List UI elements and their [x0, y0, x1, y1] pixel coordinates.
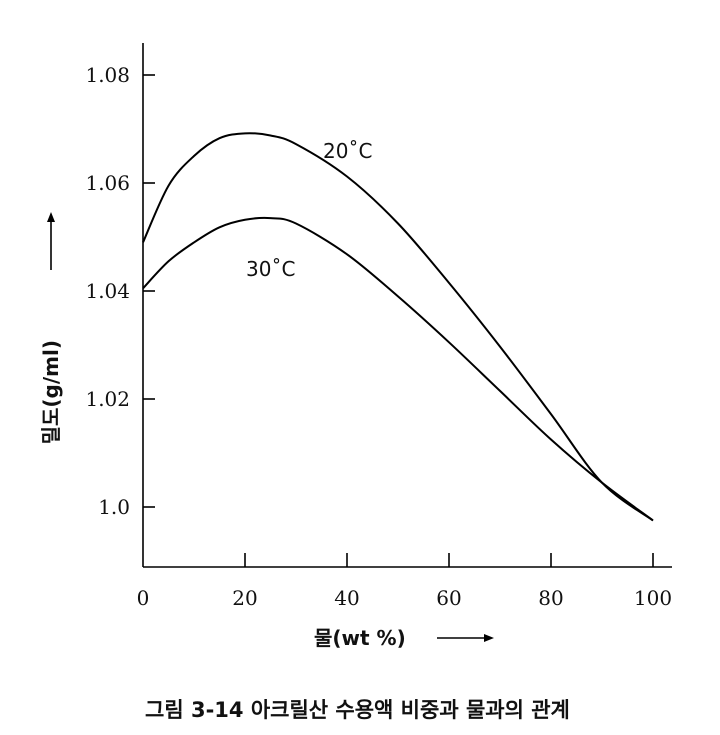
y-tick-label: 1.06 [85, 171, 130, 195]
y-axis-title-arrow-head [47, 212, 55, 222]
x-tick-label: 20 [232, 586, 257, 610]
series-lines [142, 132, 654, 522]
y-axis-title: 밀도(g/ml) [39, 340, 63, 444]
y-tick-label: 1.08 [85, 63, 130, 87]
y-tick-label: 1.02 [85, 387, 130, 411]
x-tick-label: 60 [436, 586, 461, 610]
series-label-30c: 30˚C [246, 257, 295, 281]
series-line-30c [142, 216, 654, 522]
x-axis-ticks: 0 20 40 60 80 100 [137, 553, 672, 610]
series-label-20c: 20˚C [323, 139, 372, 163]
x-tick-label: 40 [334, 586, 359, 610]
x-tick-label: 100 [634, 586, 672, 610]
x-tick-label: 80 [538, 586, 563, 610]
y-axis-ticks: 1.0 1.02 1.04 1.06 1.08 [85, 63, 155, 519]
x-tick-label: 0 [137, 586, 150, 610]
figure-caption: 그림 3-14 아크릴산 수용액 비중과 물과의 관계 [145, 698, 570, 722]
y-tick-label: 1.04 [85, 279, 130, 303]
series-line-20c [142, 132, 654, 522]
y-tick-label: 1.0 [98, 495, 130, 519]
x-axis-title: 물(wt %) [314, 626, 406, 650]
y-axis-title-group: 밀도(g/ml) [39, 212, 63, 444]
x-axis-title-arrow-head [484, 634, 494, 642]
